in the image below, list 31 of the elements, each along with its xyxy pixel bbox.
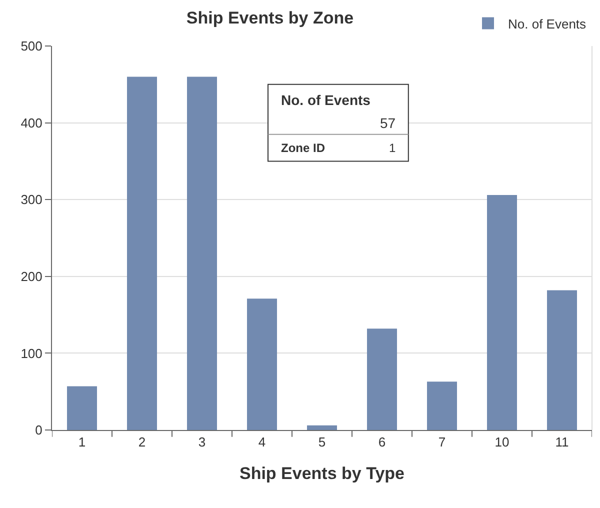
y-tick-label: 500 <box>20 38 42 54</box>
chart-title: Ship Events by Zone <box>186 8 354 28</box>
x-tick-label: 4 <box>258 434 266 450</box>
annotation: No. of Events <box>281 92 371 108</box>
bar <box>367 328 397 430</box>
x-tick-label: 7 <box>438 434 446 450</box>
y-tick-label: 0 <box>35 422 42 438</box>
bar <box>67 386 97 430</box>
y-tick-label: 100 <box>20 346 42 361</box>
bar <box>487 194 517 430</box>
x-tick-label: 5 <box>318 434 326 450</box>
annotation: 1 <box>389 141 396 155</box>
bar <box>427 382 457 430</box>
annotation: Zone ID <box>281 141 326 155</box>
y-tick-label: 400 <box>20 115 42 130</box>
annotation: 57 <box>380 115 396 131</box>
x-tick-label: 2 <box>138 434 146 450</box>
y-tick-label: 300 <box>20 192 42 208</box>
x-tick-label: 10 <box>494 434 510 450</box>
x-axis-title: Ship Events by Type <box>239 464 405 483</box>
legend-label: No. of Events <box>508 16 587 32</box>
bar <box>307 425 337 430</box>
bar <box>247 298 277 430</box>
x-tick-label: 1 <box>78 434 86 450</box>
bar <box>127 76 157 430</box>
y-tick-label: 200 <box>20 268 42 284</box>
x-tick-label: 11 <box>555 434 569 450</box>
x-tick-label: 3 <box>198 434 206 450</box>
x-tick-label: 6 <box>378 434 386 450</box>
bar <box>187 76 217 430</box>
bar <box>547 290 577 430</box>
